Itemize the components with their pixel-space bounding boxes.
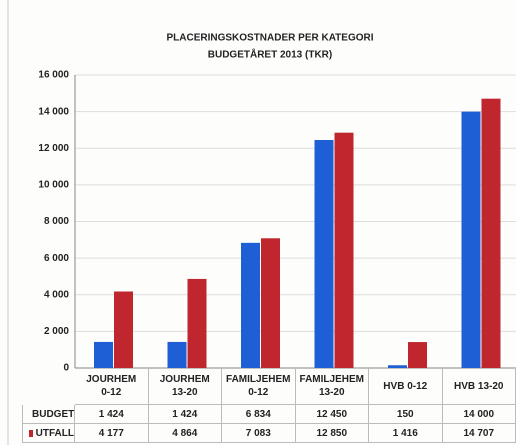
table-value: 14 707 (442, 424, 516, 443)
table-value: 1 424 (75, 405, 149, 424)
y-tick-label: 2 000 (44, 326, 69, 337)
table-value: 150 (369, 405, 443, 424)
bar (167, 341, 187, 368)
bar (314, 140, 334, 368)
legend-label: UTFALL (35, 427, 74, 439)
chart-title: PLACERINGSKOSTNADER PER KATEGORI (166, 33, 373, 44)
table-value: 1 424 (148, 405, 222, 424)
x-tick-label: FAMILJEHEM 13-20 (295, 368, 369, 405)
legend-entry: BUDGET (22, 405, 75, 424)
table-value: 6 834 (222, 405, 296, 424)
legend-swatch (29, 429, 33, 437)
y-tick-label: 12 000 (38, 143, 69, 154)
bar (261, 238, 280, 368)
chart-subtitle: BUDGETÅRET 2013 (TKR) (208, 48, 332, 61)
x-tick-label: HVB 0-12 (369, 368, 443, 405)
bar (94, 341, 113, 368)
x-tick-label: FAMILJEHEM 0-12 (222, 368, 296, 405)
y-tick-label: 10 000 (38, 180, 69, 191)
table-value: 1 416 (369, 424, 443, 443)
bar (334, 132, 354, 368)
x-tick-label: JOURHEM 0-12 (75, 368, 149, 405)
legend-entry: UTFALL (22, 424, 75, 443)
y-tick-label: 14 000 (38, 106, 69, 117)
table-value: 7 083 (222, 424, 296, 443)
legend-label: BUDGET (32, 408, 75, 420)
bar (187, 278, 207, 368)
table-value: 12 450 (295, 405, 369, 424)
bar (408, 342, 427, 368)
y-tick-label: 16 000 (38, 70, 69, 81)
table-value: 14 000 (442, 405, 516, 424)
bar (114, 291, 133, 368)
bar (388, 365, 407, 368)
table-value: 12 850 (295, 424, 369, 443)
x-tick-label: HVB 13-20 (442, 368, 516, 405)
bar (481, 98, 501, 368)
y-tick-label: 6 000 (44, 253, 69, 264)
table-value: 4 864 (148, 424, 222, 443)
y-tick-label: 8 000 (44, 216, 69, 227)
table-value: 4 177 (75, 424, 149, 443)
x-tick-label: JOURHEM 13-20 (148, 368, 222, 405)
y-tick-label: 0 (63, 363, 69, 374)
y-tick-label: 4 000 (44, 289, 69, 300)
bar (461, 111, 481, 368)
bar (241, 242, 260, 368)
